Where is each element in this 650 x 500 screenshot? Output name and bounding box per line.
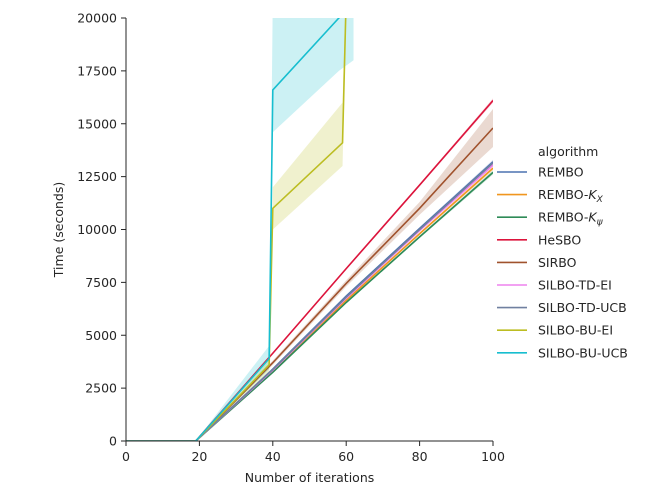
- legend-label-silbo-td-ei: SILBO-TD-EI: [538, 278, 612, 293]
- series-lines: [126, 18, 493, 441]
- y-tick-label: 2500: [85, 381, 117, 396]
- x-tick-label: 80: [412, 449, 428, 464]
- x-axis-label: Number of iterations: [245, 470, 375, 485]
- y-tick-label: 10000: [77, 222, 117, 237]
- band-rembo-k-x: [126, 166, 493, 441]
- legend-label-silbo-bu-ucb: SILBO-BU-UCB: [538, 345, 628, 360]
- y-tick-label: 12500: [77, 169, 117, 184]
- y-tick-label: 5000: [85, 328, 117, 343]
- y-tick-label: 7500: [85, 275, 117, 290]
- line-rembo-k-x: [126, 167, 493, 441]
- legend-label-sirbo: SIRBO: [538, 255, 577, 270]
- legend-label-rembo: REMBO: [538, 165, 584, 180]
- line-sirbo: [126, 127, 493, 441]
- y-ticks: 0 2500 5000 7500 10000 12500 15000 17500 20000: [77, 11, 126, 449]
- line-silbo-td-ei: [126, 164, 493, 441]
- legend-label-hesbo: HeSBO: [538, 232, 581, 247]
- band-silbo-bu-ucb: [126, 18, 354, 441]
- legend-label-rembo-k: REMBO-Kψ: [538, 210, 604, 228]
- y-axis-label: Time (seconds): [51, 182, 66, 278]
- legend-title: algorithm: [538, 144, 598, 159]
- legend: algorithm REMBO REMBO-KX REMBO-Kψ HeSBO SIRB…: [497, 144, 628, 360]
- line-silbo-bu-ei: [126, 18, 347, 441]
- confidence-bands: [126, 18, 493, 441]
- legend-label-silbo-td-ucb: SILBO-TD-UCB: [538, 300, 627, 315]
- band-rembo: [126, 159, 493, 441]
- x-tick-label: 20: [191, 449, 207, 464]
- line-silbo-bu-ucb: [126, 18, 341, 441]
- x-tick-label: 100: [481, 449, 505, 464]
- y-tick-label: 20000: [77, 11, 117, 26]
- line-rembo: [126, 161, 493, 441]
- line-silbo-td-ucb: [126, 162, 493, 441]
- y-tick-label: 17500: [77, 63, 117, 78]
- line-hesbo: [126, 99, 493, 441]
- line-rembo-k: [126, 171, 493, 441]
- x-tick-label: 60: [338, 449, 354, 464]
- x-tick-label: 0: [122, 449, 130, 464]
- y-tick-label: 15000: [77, 116, 117, 131]
- legend-label-rembo-k-x: REMBO-KX: [538, 187, 604, 205]
- x-tick-label: 40: [265, 449, 281, 464]
- band-silbo-td-ei: [126, 162, 493, 441]
- legend-label-silbo-bu-ei: SILBO-BU-EI: [538, 323, 613, 338]
- x-ticks: 0 20 40 60 80 100: [122, 441, 505, 464]
- y-tick-label: 0: [109, 434, 117, 449]
- band-silbo-td-ucb: [126, 160, 493, 441]
